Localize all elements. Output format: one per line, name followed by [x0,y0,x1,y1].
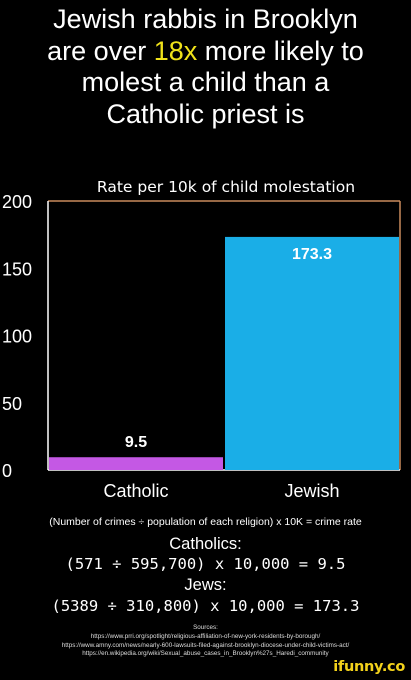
headline-line-2: are over 18x more likely to [0,36,411,68]
data-label: 173.3 [292,246,332,263]
y-tick-label: 0 [2,461,12,481]
y-tick-label: 50 [2,394,22,414]
source-link-2[interactable]: https://www.amny.com/news/nearly-600-law… [61,641,350,649]
data-label: 9.5 [125,434,147,451]
headline-highlight: 18x [153,35,198,66]
y-tick-label: 150 [2,259,32,279]
sources-heading: Sources: [193,624,218,631]
headline-line-1: Jewish rabbis in Brooklyn [53,4,358,34]
headline-line-3: molest a child than a [81,67,330,97]
formula-note: (Number of crimes ÷ population of each r… [49,516,362,528]
source-link-1[interactable]: https://www.prri.org/spotlight/religious… [90,632,321,640]
x-tick-label: Jewish [284,481,339,501]
bar-jewish [225,236,399,470]
headline-line-4: Catholic priest is [106,98,305,129]
source-link-3[interactable]: https://en.wikipedia.org/wiki/Sexual_abu… [82,650,329,658]
x-tick-label: Catholic [103,481,168,501]
sources: Sources: https://www.prri.org/spotlight/… [0,624,411,659]
headline: Jewish rabbis in Brooklyn are over 18x m… [0,4,411,130]
chart-bars-layer [49,236,399,470]
headline-line-2-pre: are over [47,35,154,66]
catholic-label: Catholics: [169,535,242,553]
bar-chart: Rate per 10k of child molestation 0 50 100 1… [2,178,401,501]
ifunny-watermark: ifunny.co [333,659,405,675]
jewish-label: Jews: [184,576,227,594]
chart-text-layer: Rate per 10k of child molestation 0 50 100 1… [2,178,355,501]
bar-catholic [49,457,223,470]
headline-line-2-post: more likely to [197,35,364,66]
y-tick-label: 100 [2,327,32,347]
chart-title: Rate per 10k of child molestation [97,178,355,196]
y-tick-label: 200 [2,192,32,212]
jewish-formula: (5389 ÷ 310,800) x 10,000 = 173.3 [51,597,360,615]
catholic-formula: (571 ÷ 595,700) x 10,000 = 9.5 [65,555,346,573]
